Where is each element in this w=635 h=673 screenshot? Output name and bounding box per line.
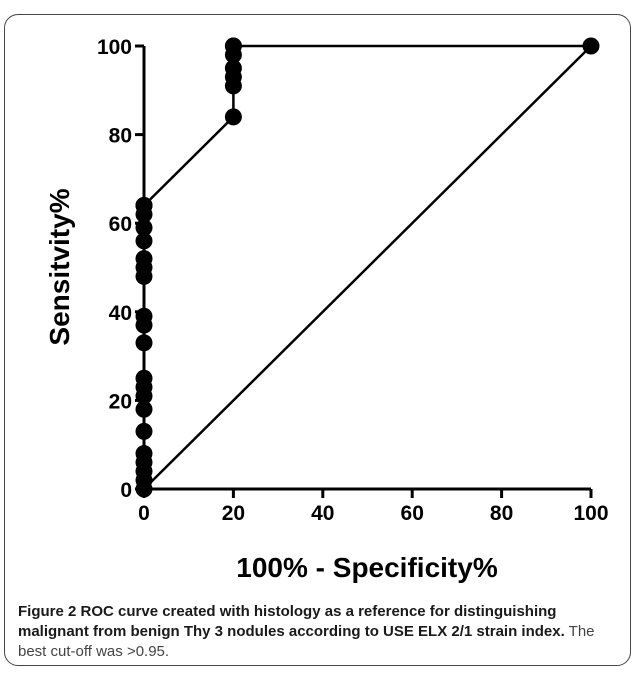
x-tick-label: 60 — [401, 502, 424, 525]
y-axis-title: Sensitvity% — [44, 188, 75, 345]
roc-point — [224, 108, 242, 126]
x-tick-label: 0 — [138, 502, 150, 525]
roc-point — [224, 37, 242, 55]
roc-point — [135, 307, 153, 325]
roc-point — [135, 445, 153, 463]
caption-title: Figure 2 ROC curve created with histolog… — [18, 603, 565, 640]
y-tick-label: 60 — [109, 213, 132, 236]
x-tick-label: 40 — [311, 502, 334, 525]
roc-point — [135, 196, 153, 214]
x-ticks: 0 20 40 60 80 100 — [138, 489, 609, 525]
figure-frame — [4, 14, 631, 666]
caption-note: The best cut-off was >0.95. — [18, 623, 595, 660]
x-tick-label: 20 — [222, 502, 245, 525]
x-tick-label: 100 — [573, 502, 608, 525]
roc-point — [135, 400, 153, 418]
y-tick-label: 20 — [109, 390, 132, 413]
roc-point — [135, 232, 153, 250]
series-layer — [135, 37, 600, 498]
roc-point — [135, 219, 153, 237]
x-tick-label: 80 — [490, 502, 513, 525]
roc-point — [135, 422, 153, 440]
roc-chart: 0 20 40 60 80 100 0 20 40 60 80 100 Sensitvity% 10… — [44, 36, 609, 583]
y-tick-label: 40 — [109, 302, 132, 325]
roc-point — [135, 250, 153, 268]
y-tick-label: 100 — [97, 36, 132, 59]
roc-point — [224, 59, 242, 77]
roc-point — [135, 334, 153, 352]
y-tick-label: 0 — [120, 479, 132, 502]
y-tick-label: 80 — [109, 125, 132, 148]
x-axis-title: 100% - Specificity% — [236, 552, 498, 583]
roc-point — [135, 369, 153, 387]
reference-line-line — [143, 45, 592, 490]
figure-caption: Figure 2 ROC curve created with histolog… — [18, 602, 623, 662]
